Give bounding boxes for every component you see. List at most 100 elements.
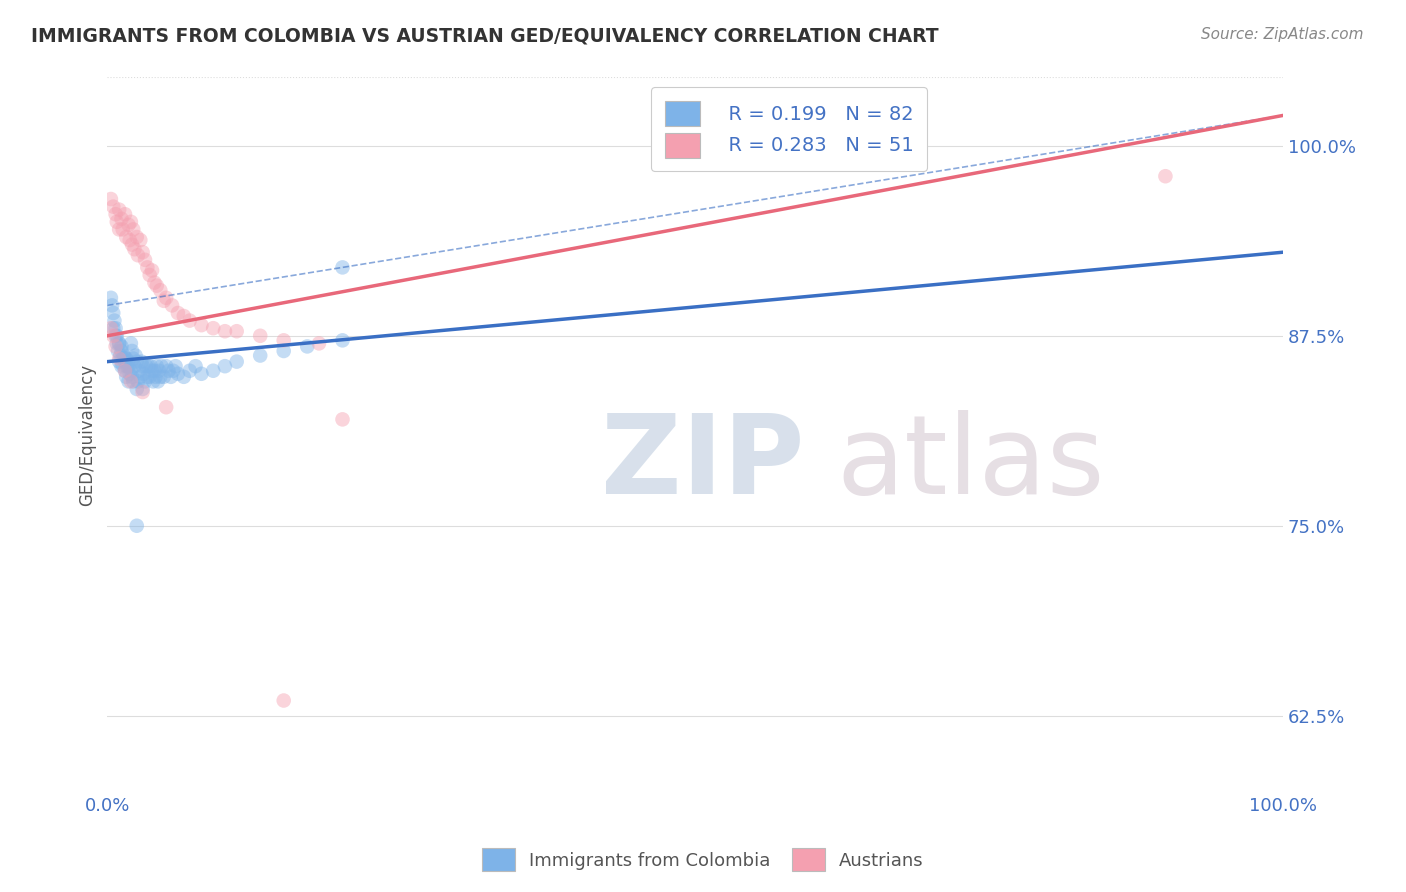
Point [162, 364, 184, 378]
Legend: Immigrants from Colombia, Austrians: Immigrants from Colombia, Austrians [475, 841, 931, 879]
Point [143, 364, 166, 378]
Point [114, 354, 136, 368]
Point [149, 369, 172, 384]
Point [120, 375, 142, 389]
Point [190, 367, 212, 381]
Point [143, 276, 166, 290]
Point [108, 351, 131, 366]
Point [129, 233, 152, 247]
Point [122, 351, 145, 366]
Point [332, 334, 354, 348]
Point [332, 412, 354, 426]
Text: IMMIGRANTS FROM COLOMBIA VS AUSTRIAN GED/EQUIVALENCY CORRELATION CHART: IMMIGRANTS FROM COLOMBIA VS AUSTRIAN GED… [31, 27, 939, 45]
Point [173, 369, 195, 384]
Point [103, 328, 125, 343]
Point [110, 211, 132, 226]
Point [202, 321, 225, 335]
Point [105, 215, 128, 229]
Point [118, 367, 141, 381]
Point [153, 293, 176, 308]
Point [108, 336, 131, 351]
Point [273, 334, 295, 348]
Point [157, 364, 180, 378]
Point [135, 359, 157, 374]
Point [173, 309, 195, 323]
Point [117, 375, 139, 389]
Point [111, 351, 134, 366]
Point [125, 354, 148, 368]
Point [104, 339, 127, 353]
Point [110, 339, 132, 353]
Point [104, 321, 127, 335]
Point [167, 367, 190, 381]
Point [120, 215, 142, 229]
Point [100, 321, 122, 335]
Point [167, 306, 190, 320]
Point [103, 313, 125, 327]
Point [114, 364, 136, 378]
Point [114, 351, 136, 366]
Point [114, 364, 136, 378]
Point [179, 313, 201, 327]
Point [103, 200, 125, 214]
Point [128, 364, 150, 378]
Point [115, 230, 138, 244]
Point [308, 336, 330, 351]
Point [120, 336, 142, 351]
Point [108, 354, 131, 368]
Point [120, 364, 142, 378]
Point [129, 369, 152, 384]
Point [103, 306, 125, 320]
Point [124, 349, 146, 363]
Text: Source: ZipAtlas.com: Source: ZipAtlas.com [1201, 27, 1364, 42]
Point [150, 359, 173, 374]
Point [214, 359, 236, 374]
Point [160, 298, 183, 312]
Point [112, 349, 135, 363]
Point [107, 343, 129, 358]
Point [1154, 169, 1177, 184]
Point [202, 364, 225, 378]
Point [108, 222, 131, 236]
Point [127, 375, 149, 389]
Legend:   R = 0.199   N = 82,   R = 0.283   N = 51: R = 0.199 N = 82, R = 0.283 N = 51 [651, 87, 927, 171]
Point [160, 369, 183, 384]
Point [138, 359, 160, 374]
Point [139, 359, 162, 374]
Point [105, 336, 128, 351]
Point [155, 359, 177, 374]
Point [108, 336, 131, 351]
Point [136, 260, 159, 275]
Point [134, 375, 156, 389]
Point [110, 359, 132, 374]
Point [100, 192, 122, 206]
Point [118, 233, 141, 247]
Point [145, 369, 167, 384]
Point [125, 382, 148, 396]
Point [138, 268, 160, 282]
Point [146, 375, 169, 389]
Point [249, 328, 271, 343]
Point [124, 359, 146, 374]
Point [165, 359, 187, 374]
Point [110, 343, 132, 358]
Point [131, 359, 153, 374]
Point [117, 359, 139, 374]
Point [134, 252, 156, 267]
Point [138, 369, 160, 384]
Point [125, 230, 148, 244]
Point [124, 242, 146, 256]
Point [121, 343, 143, 358]
Point [131, 382, 153, 396]
Point [214, 324, 236, 338]
Point [249, 349, 271, 363]
Point [179, 364, 201, 378]
Point [155, 291, 177, 305]
Point [225, 354, 247, 368]
Point [132, 367, 155, 381]
Point [125, 518, 148, 533]
Point [108, 202, 131, 217]
Point [103, 321, 125, 335]
Point [148, 364, 170, 378]
Point [155, 401, 177, 415]
